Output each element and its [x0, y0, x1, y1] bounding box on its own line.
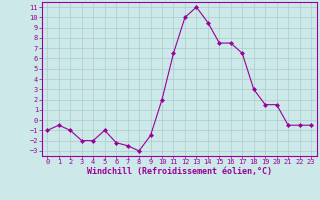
- X-axis label: Windchill (Refroidissement éolien,°C): Windchill (Refroidissement éolien,°C): [87, 167, 272, 176]
